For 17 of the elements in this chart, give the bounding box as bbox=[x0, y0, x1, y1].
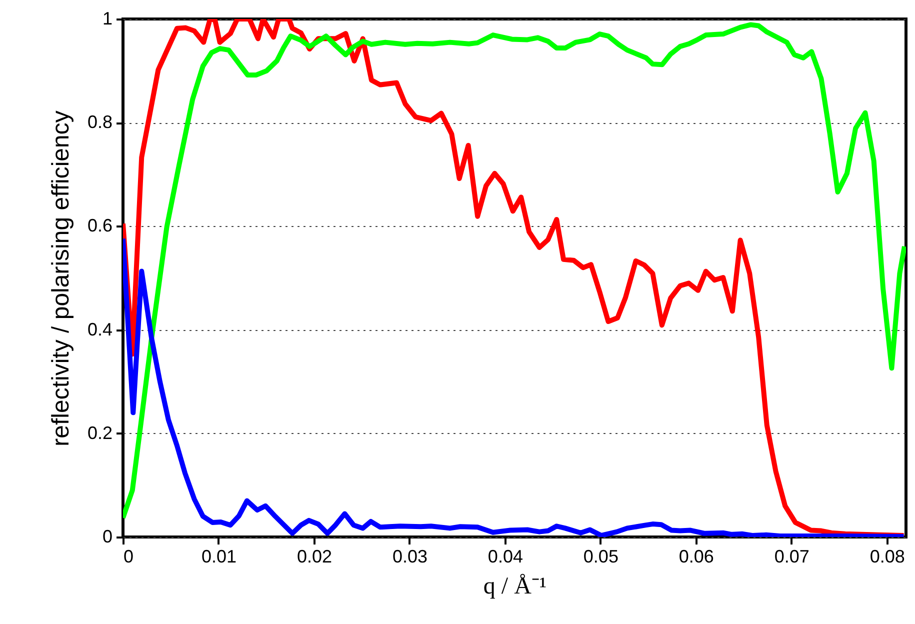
y-tick-label: 0 bbox=[102, 526, 112, 546]
x-tick-label: 0 bbox=[124, 546, 134, 566]
x-tick-label: 0.08 bbox=[870, 546, 905, 566]
y-tick-label: 0.4 bbox=[87, 319, 112, 340]
x-tick-label: 0.03 bbox=[392, 546, 428, 566]
x-tick-label: 0.04 bbox=[488, 546, 523, 566]
x-tick-label: 0.07 bbox=[774, 546, 810, 566]
x-tick-label: 0.05 bbox=[583, 546, 618, 566]
y-tick-label: 0.6 bbox=[87, 216, 112, 236]
y-tick-label: 1 bbox=[102, 8, 112, 28]
y-axis-title: reflectivity / polarising efficiency bbox=[47, 110, 74, 446]
x-tick-label: 0.01 bbox=[201, 546, 237, 566]
y-tick-label: 0.8 bbox=[87, 112, 112, 132]
x-tick-label: 0.02 bbox=[296, 546, 332, 566]
x-axis-title: q / Å⁻¹ bbox=[483, 574, 547, 600]
y-tick-label: 0.2 bbox=[87, 422, 112, 443]
x-tick-label: 0.06 bbox=[678, 546, 714, 566]
